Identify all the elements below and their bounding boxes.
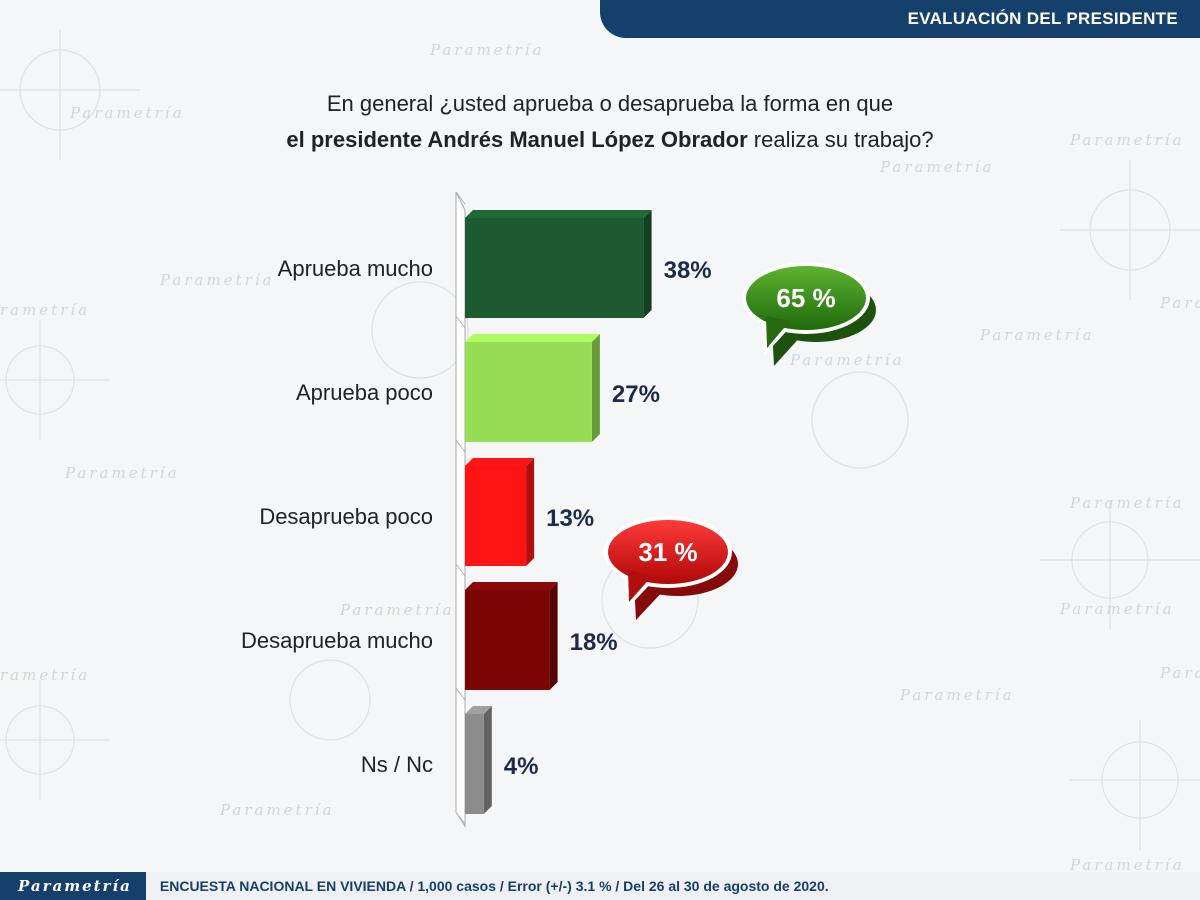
svg-text:Parametría: Parametría — [899, 686, 1015, 704]
svg-text:Parametría: Parametría — [979, 326, 1095, 344]
callout-tail — [766, 316, 790, 348]
axis-tick — [455, 191, 466, 205]
axis-tick — [455, 315, 466, 329]
callout-label: 65 % — [776, 283, 835, 313]
svg-text:Parametría: Parametría — [219, 801, 335, 819]
svg-text:Parametría: Parametría — [789, 351, 905, 369]
footer-survey-note: ENCUESTA NACIONAL EN VIVIENDA / 1,000 ca… — [159, 878, 829, 894]
svg-text:Para: Para — [1159, 664, 1200, 682]
value-label: 4% — [504, 753, 539, 780]
value-label: 18% — [570, 629, 618, 656]
value-label: 27% — [612, 381, 660, 408]
callout-bubble: 31 % — [604, 516, 738, 620]
svg-text:Parametría: Parametría — [1069, 856, 1185, 874]
axis-tick — [455, 563, 466, 577]
question-line-2-rest: realiza su trabajo? — [747, 127, 934, 152]
callout-tail — [628, 570, 652, 602]
survey-question: En general ¿usted aprueba o desaprueba l… — [200, 86, 1020, 158]
category-label: Desaprueba mucho — [241, 628, 433, 653]
footer-brand-logo: Parametría — [0, 872, 146, 900]
bar-top-face — [465, 582, 558, 590]
callout-body — [746, 266, 866, 330]
bar — [465, 342, 592, 442]
svg-text:rametría: rametría — [0, 301, 90, 319]
bar-top-face — [465, 210, 652, 218]
value-label: 38% — [664, 257, 712, 284]
category-label: Ns / Nc — [361, 752, 433, 777]
question-emphasis: el presidente Andrés Manuel López Obrado… — [286, 127, 748, 152]
svg-text:Para: Para — [1159, 294, 1200, 312]
bar-side-face — [483, 706, 492, 814]
bar-top-face — [465, 706, 492, 714]
svg-text:Parametría: Parametría — [339, 601, 455, 619]
svg-text:Parametría: Parametría — [879, 158, 995, 176]
callout-body — [608, 520, 728, 584]
section-header: EVALUACIÓN DEL PRESIDENTE — [600, 0, 1200, 38]
category-label: Aprueba mucho — [278, 256, 433, 281]
bar-side-face — [549, 582, 558, 690]
callout-label: 31 % — [638, 537, 697, 567]
svg-text:Parametría: Parametría — [69, 104, 185, 122]
svg-text:Parametría: Parametría — [429, 41, 545, 59]
question-line-1: En general ¿usted aprueba o desaprueba l… — [326, 91, 894, 116]
bar-top-face — [465, 458, 535, 466]
svg-text:Parametría: Parametría — [159, 271, 275, 289]
bar — [465, 590, 550, 690]
section-title: EVALUACIÓN DEL PRESIDENTE — [907, 9, 1178, 28]
svg-text:rametría: rametría — [0, 666, 90, 684]
axis-tick — [455, 811, 466, 825]
category-label: Aprueba poco — [296, 380, 433, 405]
bar-top-face — [465, 334, 600, 342]
axis-tick — [455, 439, 466, 453]
question-line-2: el presidente Andrés Manuel López Obrado… — [200, 122, 1020, 158]
category-label: Desaprueba poco — [259, 504, 433, 529]
footer-bar: Parametría ENCUESTA NACIONAL EN VIVIENDA… — [0, 872, 1200, 900]
bar-side-face — [526, 458, 535, 566]
svg-text:Parametría: Parametría — [64, 464, 180, 482]
value-label: 13% — [546, 505, 594, 532]
callout-bubble: 65 % — [742, 262, 876, 366]
bar — [465, 218, 644, 318]
bar — [465, 466, 527, 566]
svg-text:Parametría: Parametría — [1069, 494, 1185, 512]
svg-text:Parametría: Parametría — [1069, 131, 1185, 149]
bar-side-face — [643, 210, 652, 318]
svg-text:Parametría: Parametría — [1059, 600, 1175, 618]
axis-tick — [455, 687, 466, 701]
bar — [465, 714, 484, 814]
axis-wall — [455, 191, 466, 828]
bar-side-face — [591, 334, 600, 442]
